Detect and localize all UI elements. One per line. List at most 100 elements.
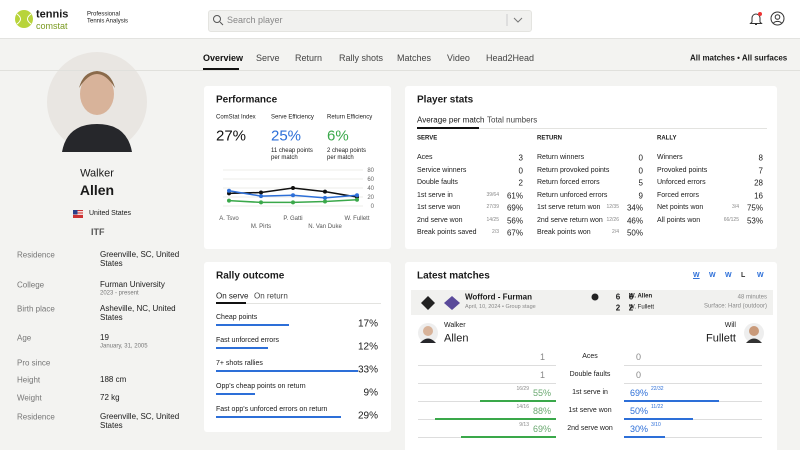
tagline: Professional xyxy=(87,11,121,18)
tab[interactable]: Serve xyxy=(256,52,280,63)
stat-label: 1st serve in xyxy=(417,191,453,199)
tab[interactable]: On serve xyxy=(216,291,249,301)
stat-value: 2 xyxy=(518,178,523,188)
match-teams[interactable]: Wofford - Furman xyxy=(465,292,532,302)
set-score: 2 xyxy=(628,303,634,313)
match-row[interactable] xyxy=(411,290,773,315)
metric-value: 25% xyxy=(271,127,302,145)
rally-label: 7+ shots rallies xyxy=(216,359,263,367)
team-logos xyxy=(421,296,460,310)
notifications[interactable] xyxy=(749,11,763,26)
compare-track xyxy=(418,365,556,366)
stat-detail: 2/4 xyxy=(612,229,619,236)
compare-bar xyxy=(624,436,666,438)
home-last: Allen xyxy=(444,332,469,345)
rally-value: 17% xyxy=(357,318,378,330)
serve-ball xyxy=(591,293,599,301)
player-stats-card xyxy=(405,86,777,249)
user-menu[interactable] xyxy=(770,11,785,26)
compare-detail: 9/13 xyxy=(519,422,529,429)
compare-detail: 14/16 xyxy=(516,404,529,411)
info-label: Weight xyxy=(17,393,42,403)
tab[interactable]: Rally shots xyxy=(339,52,384,63)
stat-value: 0 xyxy=(518,165,523,175)
search-dropdown[interactable] xyxy=(506,12,528,28)
rally-bar xyxy=(216,347,268,349)
compare-value: 69% xyxy=(630,387,649,398)
stat-label: 2nd serve won xyxy=(417,216,463,224)
tab[interactable]: Head2Head xyxy=(486,52,535,63)
compare-label: Double faults xyxy=(569,370,611,378)
rally-tabs-divider xyxy=(216,303,381,304)
search-box[interactable] xyxy=(208,10,532,32)
compare-value: 1 xyxy=(539,351,545,362)
card-title: Rally outcome xyxy=(216,270,285,282)
stat-detail: 66/125 xyxy=(723,216,739,223)
rally-value: 33% xyxy=(357,364,378,376)
info-label: Birth place xyxy=(17,304,55,314)
stat-value: 16 xyxy=(754,190,763,200)
info-note: January, 31, 2005 xyxy=(100,343,148,350)
info-value: Asheville, NC, United States xyxy=(100,304,176,323)
filter[interactable]: All matches • All surfaces xyxy=(690,53,788,63)
stat-detail: 12/35 xyxy=(606,204,619,211)
card-title: Latest matches xyxy=(417,270,490,282)
rally-tab-underline xyxy=(216,302,246,304)
match-duration: 48 minutes xyxy=(737,294,767,301)
stat-detail: 3/4 xyxy=(732,204,739,211)
away-first: Will xyxy=(724,321,736,329)
info-label: College xyxy=(17,280,45,290)
form-result: W xyxy=(757,271,764,279)
compare-bar xyxy=(434,418,556,420)
tab[interactable]: Average per match xyxy=(417,115,485,125)
rally-value: 9% xyxy=(363,387,378,399)
stat-label: Net points won xyxy=(657,203,704,211)
federation: ITF xyxy=(91,226,105,237)
stat-label: 1st serve won xyxy=(417,203,461,211)
stat-value: 5 xyxy=(638,178,643,188)
flag xyxy=(73,210,83,218)
stat-value: 8 xyxy=(758,153,763,163)
stat-value: 50% xyxy=(626,228,643,238)
compare-detail: 3/10 xyxy=(651,422,661,429)
tab[interactable]: Matches xyxy=(397,52,432,63)
tab[interactable]: Overview xyxy=(203,52,244,63)
search-placeholder[interactable]: Search player xyxy=(227,14,283,25)
compare-value: 55% xyxy=(532,387,551,398)
logo-text: tennis xyxy=(36,8,69,21)
metric-value: 6% xyxy=(327,127,349,145)
tab[interactable]: Video xyxy=(447,52,470,63)
stat-value: 69% xyxy=(506,203,523,213)
away-photo xyxy=(744,323,764,343)
compare-track xyxy=(624,365,762,366)
rally-value: 12% xyxy=(357,341,378,353)
compare-track xyxy=(418,383,556,384)
stat-label: All points won xyxy=(657,216,701,224)
tab[interactable]: Total numbers xyxy=(487,115,538,125)
stat-label: 1st serve return won xyxy=(537,203,601,211)
stat-label: Winners xyxy=(657,153,683,161)
rally-bar xyxy=(216,324,290,326)
stat-label: Return winners xyxy=(537,153,585,161)
compare-bar xyxy=(624,400,720,402)
stat-value: 61% xyxy=(506,190,523,200)
match-date: April, 10, 2024 • Group stage xyxy=(465,303,536,310)
compare-track xyxy=(624,419,762,420)
info-value: 72 kg xyxy=(100,393,120,402)
info-label: Residence xyxy=(17,250,55,260)
metric-value: 27% xyxy=(216,127,247,145)
stat-label: Return forced errors xyxy=(537,178,600,186)
metric-label: Serve Efficiency xyxy=(271,114,314,121)
compare-label: Aces xyxy=(582,352,598,360)
stat-label: Unforced errors xyxy=(657,178,706,186)
stat-value: 53% xyxy=(746,215,763,225)
tab[interactable]: On return xyxy=(254,291,288,301)
info-value: 19 xyxy=(100,333,109,342)
tab[interactable]: Return xyxy=(295,52,323,63)
compare-value: 30% xyxy=(630,423,649,434)
column-heading: RETURN xyxy=(537,135,562,142)
away-last: Fullett xyxy=(706,332,736,345)
rally-label: Opp's cheap points on return xyxy=(216,382,306,390)
first-name: Walker xyxy=(80,167,114,180)
compare-bar xyxy=(480,400,556,402)
